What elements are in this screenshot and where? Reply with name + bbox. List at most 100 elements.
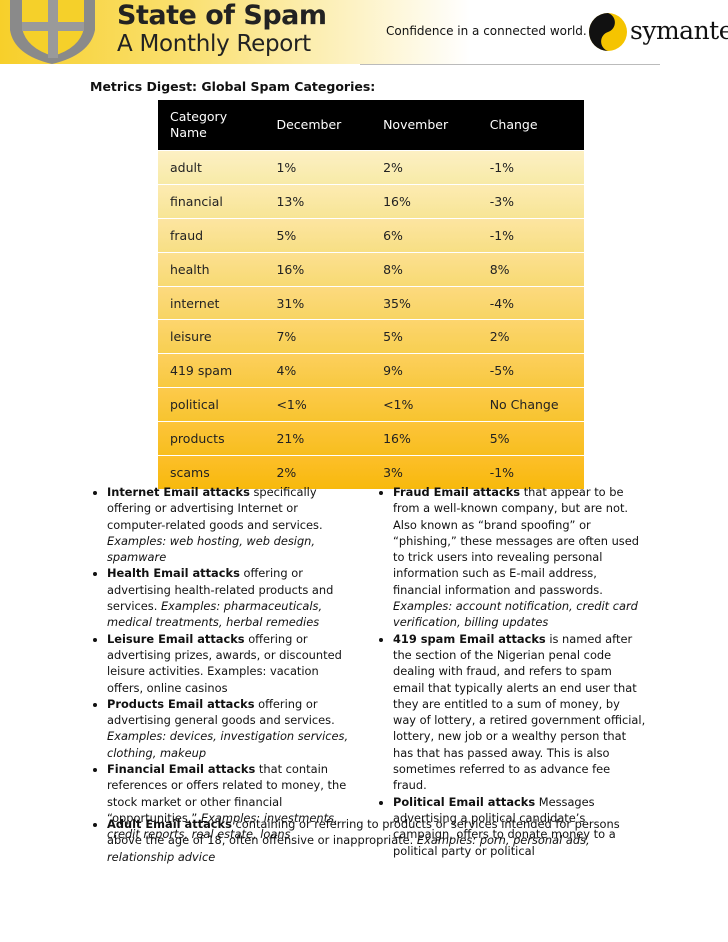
- table-cell: 16%: [371, 183, 478, 219]
- table-cell: 9%: [371, 353, 478, 388]
- bullet: 419 spam Email attacks is named after th…: [393, 631, 646, 794]
- table-cell: 13%: [264, 183, 372, 219]
- table-cell: <1%: [371, 387, 478, 422]
- bullet: Leisure Email attacks offering or advert…: [107, 631, 355, 696]
- title: State of Spam: [117, 0, 327, 31]
- bullet-lead: Products Email attacks: [107, 696, 255, 711]
- header: State of Spam A Monthly Report Confidenc…: [0, 0, 728, 65]
- table-cell: <1%: [264, 387, 372, 422]
- bullet: Health Email attacks offering or adverti…: [107, 565, 355, 630]
- bullet-text: that contain references or offers relate…: [107, 762, 347, 825]
- table-cell: 6%: [371, 217, 478, 253]
- table-cell: scams: [158, 455, 265, 489]
- table-cell: 3%: [371, 455, 478, 489]
- table-cell: leisure: [158, 319, 265, 354]
- table-cell: -1%: [477, 455, 584, 489]
- bullet-examples: Examples: porn, personal ads, relationsh…: [107, 833, 590, 864]
- bullet-lead: Financial Email attacks: [107, 762, 256, 777]
- bullet: Products Email attacks offering or adver…: [107, 696, 355, 761]
- table-row: political <1% <1% No Change: [158, 387, 584, 422]
- bullet-lead: Internet Email attacks: [107, 485, 250, 499]
- brand-logo: [589, 13, 627, 51]
- left-column: Internet Email attacks specifically offe…: [88, 484, 355, 843]
- table-cell: 4%: [264, 353, 372, 388]
- bullet: Financial Email attacks that contain ref…: [107, 761, 355, 842]
- bullet-examples: Examples: web hosting, web design, spamw…: [107, 533, 316, 565]
- table-cell: -1%: [477, 150, 584, 185]
- shield-bar: [22, 22, 84, 31]
- table-cell: 5%: [371, 319, 478, 354]
- table-cell: No Change: [477, 387, 584, 422]
- bullet-text: that appear to be from a well-known comp…: [393, 485, 639, 597]
- table-cell: -4%: [477, 285, 584, 320]
- table-cell: 2%: [264, 455, 372, 489]
- bullet-examples: Examples: investments, credit reports, r…: [107, 810, 338, 842]
- table-cell: 35%: [371, 285, 478, 320]
- table-cell: internet: [158, 285, 265, 320]
- logo-swirl: [589, 13, 615, 51]
- brand: symantec.: [630, 16, 728, 45]
- table-cell: 419 spam: [158, 353, 265, 388]
- bullet-text: is named after the section of the Nigeri…: [393, 631, 646, 793]
- table-cell: political: [158, 387, 265, 422]
- table-row: health 16% 8% 8%: [158, 251, 584, 287]
- table-cell: 2%: [477, 319, 584, 354]
- bullet-lead: Adult Email attacks: [107, 817, 232, 831]
- tagline: Confidence in a connected world.: [386, 24, 587, 38]
- table-cell: 5%: [477, 421, 584, 456]
- right-column: Fraud Email attacks that appear to be fr…: [374, 484, 646, 859]
- column-header: December: [264, 100, 372, 151]
- bullet-examples: Examples: pharmaceuticals, medical treat…: [107, 599, 323, 630]
- table-row: 419 spam 4% 9% -5%: [158, 353, 584, 388]
- column-header: Change: [477, 100, 584, 151]
- table-row: internet 31% 35% -4%: [158, 285, 584, 320]
- table-row: fraud 5% 6% -1%: [158, 217, 584, 253]
- bullet: Political Email attacks Messages adverti…: [393, 794, 646, 859]
- table-cell: 8%: [371, 251, 478, 287]
- bullet-list: Fraud Email attacks that appear to be fr…: [374, 484, 646, 859]
- bullet-list: Adult Email attacks containing or referr…: [88, 816, 648, 865]
- table-cell: products: [158, 421, 265, 456]
- table-cell: 5%: [264, 217, 372, 253]
- bullet-text: Messages advertising a political candida…: [393, 794, 616, 858]
- table-cell: 21%: [264, 421, 372, 456]
- column-header: Category Name: [158, 100, 265, 151]
- bullet-lead: Health Email attacks: [107, 566, 240, 581]
- bullet: Fraud Email attacks that appear to be fr…: [393, 484, 646, 631]
- table-cell: health: [158, 251, 265, 287]
- bullet: Internet Email attacks specifically offe…: [107, 484, 355, 565]
- table-cell: 8%: [477, 251, 584, 287]
- table-cell: 1%: [264, 150, 372, 185]
- subtitle: A Monthly Report: [117, 31, 311, 57]
- header-row: Category Name December November Change: [158, 100, 584, 151]
- table-cell: 7%: [264, 319, 372, 354]
- table-cell: -5%: [477, 353, 584, 388]
- bullet-text: containing or referring to products or s…: [107, 817, 620, 848]
- bullet-text: offering or advertising general goods an…: [107, 696, 335, 728]
- table-cell: -1%: [477, 217, 584, 253]
- table-cell: financial: [158, 183, 265, 219]
- table-row: leisure 7% 5% 2%: [158, 319, 584, 354]
- table-cell: 16%: [371, 421, 478, 456]
- table-cell: 2%: [371, 150, 478, 185]
- header-rule: [360, 64, 660, 65]
- table-cell: 16%: [264, 251, 372, 287]
- table-cell: adult: [158, 150, 265, 185]
- bullet-lead: 419 spam Email attacks: [393, 631, 546, 646]
- section-title: Metrics Digest: Global Spam Categories:: [90, 79, 376, 94]
- bullet-list: Internet Email attacks specifically offe…: [88, 484, 355, 843]
- table-cell: -3%: [477, 183, 584, 219]
- table-row: financial 13% 16% -3%: [158, 183, 584, 219]
- table-cell: fraud: [158, 217, 265, 253]
- table-row: adult 1% 2% -1%: [158, 150, 584, 185]
- bullet-examples: Examples: account notification, credit c…: [393, 599, 638, 630]
- shield-logo: [10, 0, 95, 64]
- bullet-text: specifically offering or advertising Int…: [107, 485, 323, 532]
- bullet-examples: Examples: devices, investigation service…: [107, 729, 349, 760]
- table-cell: 31%: [264, 285, 372, 320]
- bottom-bullet: Adult Email attacks containing or referr…: [88, 816, 648, 865]
- table-row: scams 2% 3% -1%: [158, 455, 584, 489]
- bullet-text: offering or advertising health-related p…: [107, 566, 334, 614]
- bullet-lead: Fraud Email attacks: [393, 485, 521, 499]
